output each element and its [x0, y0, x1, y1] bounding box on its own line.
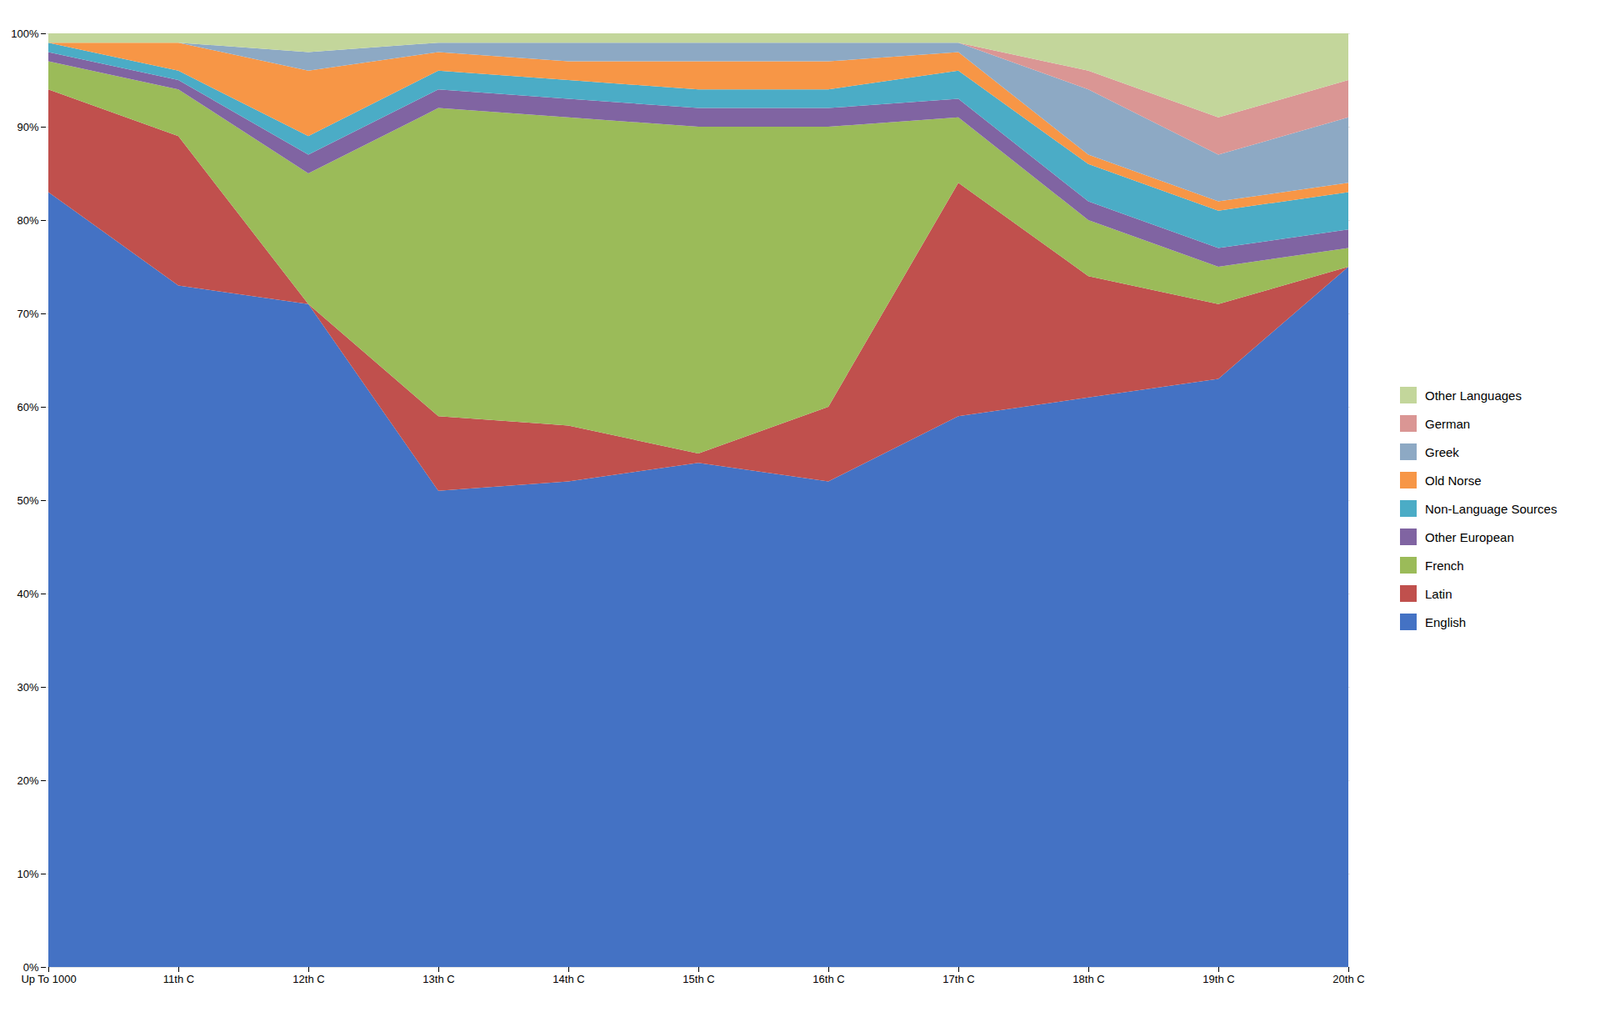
- svg-text:11th C: 11th C: [163, 972, 195, 985]
- svg-text:19th C: 19th C: [1202, 972, 1235, 985]
- svg-text:10%: 10%: [16, 867, 39, 880]
- svg-text:90%: 90%: [16, 120, 39, 134]
- svg-text:Up To 1000: Up To 1000: [20, 972, 76, 985]
- svg-text:15th C: 15th C: [682, 972, 715, 985]
- svg-text:30%: 30%: [16, 680, 39, 694]
- svg-text:12th C: 12th C: [292, 972, 325, 985]
- html-text:Other Languages: Other Languages: [1425, 387, 1522, 403]
- html-text:Old Norse: Old Norse: [1425, 472, 1482, 488]
- html-text:Latin: Latin: [1425, 586, 1453, 601]
- svg-text:0%: 0%: [23, 960, 40, 974]
- html-text:English: English: [1425, 614, 1466, 629]
- svg-text:14th C: 14th C: [552, 972, 585, 985]
- svg-text:80%: 80%: [16, 214, 39, 227]
- svg-text:18th C: 18th C: [1072, 972, 1105, 985]
- svg-text:100%: 100%: [10, 27, 40, 40]
- html-text:Non-Language Sources: Non-Language Sources: [1425, 501, 1558, 516]
- html-text:French: French: [1425, 557, 1464, 573]
- html-text:Other European: Other European: [1425, 529, 1514, 544]
- html-text:Greek: Greek: [1425, 444, 1460, 459]
- svg-text:16th C: 16th C: [812, 972, 845, 985]
- svg-text:60%: 60%: [16, 400, 39, 414]
- svg-text:20th C: 20th C: [1332, 972, 1365, 985]
- svg-text:20%: 20%: [16, 774, 39, 787]
- svg-text:40%: 40%: [16, 587, 39, 600]
- svg-text:70%: 70%: [16, 307, 39, 320]
- html-text:German: German: [1425, 416, 1471, 431]
- svg-text:17th C: 17th C: [942, 972, 975, 985]
- svg-text:13th C: 13th C: [422, 972, 455, 985]
- svg-text:50%: 50%: [16, 494, 39, 507]
